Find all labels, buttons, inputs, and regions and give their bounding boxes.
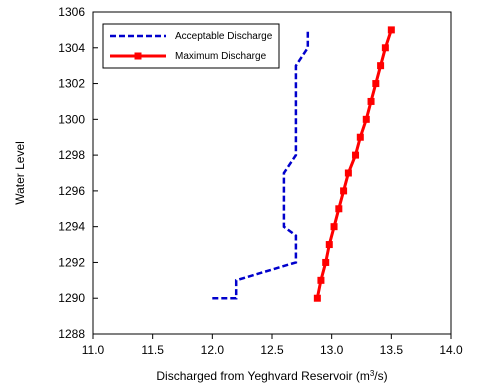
legend-marker-maximum-discharge: [134, 52, 142, 60]
legend: Acceptable Discharge Maximum Discharge: [102, 23, 280, 69]
y-tick-label: 1292: [58, 255, 85, 269]
series-line-acceptable-discharge: [212, 29, 310, 300]
x-tick-label: 14.0: [439, 343, 463, 357]
data-point-maximum-discharge: [344, 169, 352, 177]
axis-tick-labels: 11.0 11.5 12.0 12.5 13.0 13.5 14.0 1288 1290 1292…: [58, 5, 463, 357]
x-tick-label: 13.0: [320, 343, 344, 357]
y-tick-label: 1298: [58, 148, 85, 162]
data-point-maximum-discharge: [381, 44, 389, 52]
series-line-maximum-discharge: [315, 29, 393, 299]
data-point-maximum-discharge: [322, 258, 330, 266]
data-point-maximum-discharge: [335, 205, 343, 213]
data-point-maximum-discharge: [387, 26, 395, 34]
y-tick-label: 1290: [58, 291, 85, 305]
x-tick-label: 11.0: [82, 343, 105, 357]
y-tick-label: 1300: [58, 112, 85, 126]
y-tick-label: 1288: [58, 327, 85, 341]
x-axis-title: Discharged from Yeghvard Reservoir (m3/s…: [156, 369, 387, 384]
data-point-maximum-discharge: [377, 62, 385, 70]
data-point-maximum-discharge: [317, 276, 325, 284]
series-layer: [212, 26, 395, 302]
legend-label-acceptable-discharge: Acceptable Discharge: [175, 31, 273, 42]
x-axis-title-tail: /s): [374, 369, 387, 383]
data-point-maximum-discharge: [356, 133, 364, 141]
data-point-maximum-discharge: [313, 294, 321, 302]
data-point-maximum-discharge: [367, 97, 375, 105]
x-tick-label: 12.0: [201, 343, 225, 357]
data-point-maximum-discharge: [330, 223, 338, 231]
y-axis-title: Water Level: [13, 141, 27, 205]
x-tick-label: 11.5: [141, 343, 164, 357]
x-tick-label: 13.5: [380, 343, 404, 357]
data-point-maximum-discharge: [362, 115, 370, 123]
x-axis-title-superscript: 3: [370, 369, 375, 378]
y-tick-label: 1294: [58, 220, 85, 234]
y-tick-label: 1296: [58, 184, 85, 198]
legend-box: [102, 23, 280, 69]
y-tick-label: 1302: [58, 77, 85, 91]
data-point-maximum-discharge: [325, 241, 333, 249]
x-tick-label: 12.5: [260, 343, 284, 357]
data-point-maximum-discharge: [352, 151, 360, 159]
axis-ticks: [92, 11, 452, 339]
y-tick-label: 1306: [58, 5, 85, 19]
legend-label-maximum-discharge: Maximum Discharge: [175, 51, 267, 62]
x-axis-title-main: Discharged from Yeghvard Reservoir (m: [156, 369, 369, 383]
data-point-maximum-discharge: [372, 80, 380, 88]
y-tick-label: 1304: [58, 41, 85, 55]
data-point-maximum-discharge: [340, 187, 348, 195]
